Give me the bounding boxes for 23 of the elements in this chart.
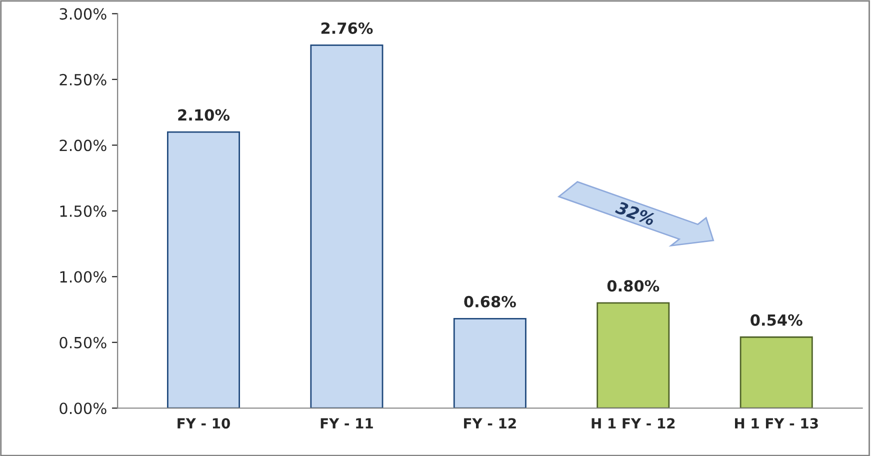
x-tick-label: FY - 12 — [464, 418, 516, 428]
data-label: 2.76% — [321, 22, 373, 34]
x-tick-label: FY - 10 — [178, 418, 230, 429]
bar — [167, 131, 240, 408]
bar — [596, 302, 670, 408]
data-label: 0.68% — [464, 296, 516, 308]
y-tick-label: 2.50% — [60, 74, 106, 86]
y-tick-label: 1.50% — [60, 205, 106, 217]
x-tick-label: FY - 11 — [320, 418, 373, 428]
x-tick-label: H 1 FY - 12 — [592, 418, 675, 428]
bar — [740, 336, 813, 408]
data-label: 0.54% — [750, 314, 802, 326]
y-tick-label: 0.00% — [60, 402, 106, 414]
y-tick-label: 1.00% — [60, 271, 106, 283]
y-tick-label: 3.00% — [60, 8, 106, 20]
data-label: 0.80% — [607, 280, 660, 292]
y-tick-label: 0.50% — [60, 336, 106, 348]
annotation: 32% — [614, 200, 656, 226]
data-label: 2.10% — [178, 109, 230, 121]
bar — [310, 44, 384, 408]
y-tick-label: 2.00% — [60, 140, 106, 152]
bar — [453, 318, 526, 408]
x-tick-label: H 1 FY - 13 — [735, 418, 818, 429]
